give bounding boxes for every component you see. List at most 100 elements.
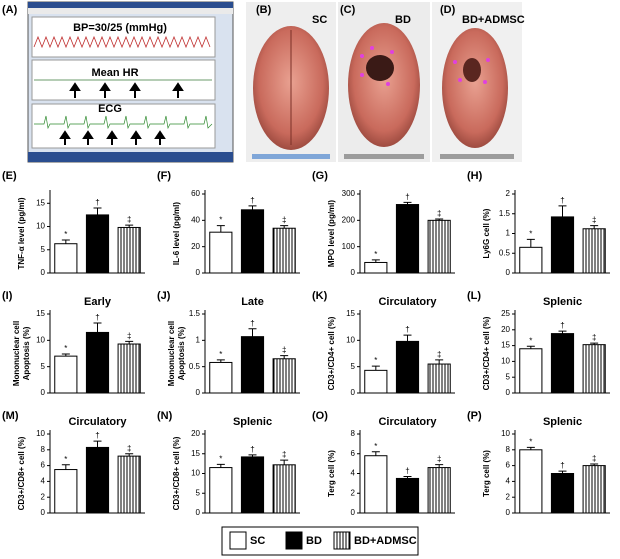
bar [117,343,141,394]
significance-marker: † [95,431,99,440]
significance-marker: † [405,467,409,476]
y-tick-label: 1 [196,335,201,344]
y-tick-label: 25 [501,309,510,318]
significance-marker: † [560,321,564,330]
y-tick-label: 2 [506,189,511,198]
bar [519,449,543,514]
bar [550,473,575,514]
y-tick-label: 5 [41,245,46,254]
error-bar [248,205,257,210]
y-tick-label: 0 [351,508,356,517]
y-tick-label: 10 [346,335,355,344]
significance-marker: ‡ [592,454,596,463]
y-tick-label: 6 [41,461,46,470]
y-tick-label: 15 [36,309,45,318]
y-tick-label: 20 [191,429,200,438]
y-axis-label: IL-6 level (pg/ml) [172,202,181,265]
y-axis-label: CD3+/CD4+ cell (%) [482,316,491,390]
chart-title: Circulatory [378,296,437,308]
bar [582,344,606,394]
error-bar [248,328,257,337]
significance-marker: * [374,250,377,259]
significance-marker: ‡ [282,346,286,355]
bar [395,340,420,394]
chart-title: Splenic [233,416,272,428]
y-tick-label: 60 [191,189,200,198]
panel-label: (N) [157,410,173,422]
y-tick-label: 0 [41,388,46,397]
bar [117,226,141,274]
panel-label: (O) [312,410,328,422]
y-axis-label: Terg cell (%) [327,450,336,497]
bar [85,331,110,394]
y-tick-label: 2 [506,492,511,501]
panel-label: (P) [467,410,482,422]
y-axis-label: Terg cell (%) [482,450,491,497]
y-tick-label: 8 [41,445,46,454]
y-tick-label: 0 [506,508,511,517]
legend-swatch [333,531,351,550]
y-axis-label: Ly6G cell (%) [482,208,491,258]
significance-marker: * [64,230,67,239]
significance-marker: ‡ [437,350,441,359]
significance-marker: * [529,336,532,345]
error-bar [371,365,380,371]
significance-marker: † [250,319,254,328]
bar [519,246,543,274]
y-tick-label: 6 [351,449,356,458]
error-bar [216,225,225,233]
panel-label: (J) [157,290,171,302]
legend-swatch [285,531,303,550]
y-tick-label: 100 [342,242,356,251]
error-bar [248,454,257,457]
y-tick-label: 0 [506,268,511,277]
error-bar [61,239,70,244]
panel-label: (L) [467,290,481,302]
y-tick-label: 15 [191,449,200,458]
y-tick-label: 5 [506,372,511,381]
chart-title: Late [241,296,264,308]
y-tick-label: 10 [36,335,45,344]
error-bar [403,334,412,342]
y-tick-label: 1 [506,229,511,238]
significance-marker: * [374,356,377,365]
significance-marker: * [219,216,222,225]
significance-marker: ‡ [127,331,131,340]
error-bar [526,345,535,349]
y-tick-label: 200 [342,215,356,224]
bar [272,358,296,394]
y-tick-label: 15 [36,198,45,207]
y-axis-label: CD3+/CD8+ cell (%) [172,436,181,510]
y-tick-label: 20 [191,242,200,251]
panel-label: (K) [312,290,328,302]
y-axis-label: Mononuclear cell [12,321,21,386]
error-bar [590,463,599,466]
significance-marker: ‡ [282,450,286,459]
panel-c: (C) BD [338,2,430,162]
error-bar [435,359,444,365]
panel-a: (A) BP=30/25 (mmHg) Mean HR ECG [2,1,234,163]
error-bar [590,342,599,345]
chart-title: Early [84,296,112,308]
y-axis-label: MPO level (pg/ml) [327,200,336,267]
panel-b: (B) SC [246,2,336,162]
y-tick-label: 0.5 [499,248,511,257]
y-tick-label: 4 [506,477,511,486]
y-tick-label: 0 [196,508,201,517]
y-tick-label: 10 [191,469,200,478]
bar [85,214,110,274]
bar [364,369,388,394]
legend-label: SC [250,535,265,547]
error-bar [590,225,599,229]
error-bar [61,464,70,470]
error-bar [125,224,134,228]
panel-label: (F) [157,170,171,182]
y-axis-label: CD3+/CD4+ cell (%) [327,316,336,390]
bar [209,231,233,274]
bar [209,467,233,514]
significance-marker: * [529,438,532,447]
bar [395,477,420,514]
significance-marker: * [64,455,67,464]
legend: SC BD BD+ADMSC [221,526,419,556]
